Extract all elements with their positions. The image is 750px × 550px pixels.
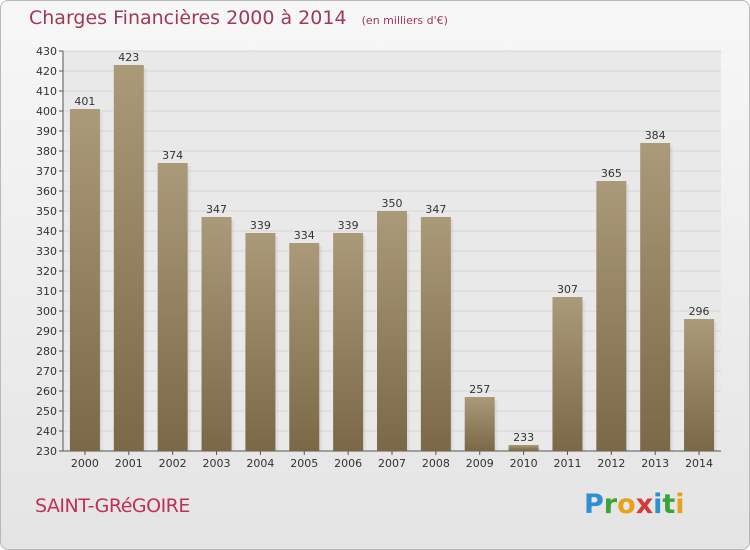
y-tick-label: 360 xyxy=(36,185,57,198)
bar-2008 xyxy=(420,217,451,451)
logo-letter: P xyxy=(584,489,604,520)
y-tick-label: 380 xyxy=(36,145,57,158)
x-tick-label: 2012 xyxy=(597,457,625,470)
title-main: Charges Financières 2000 à 2014 xyxy=(29,7,347,29)
bar-value-label: 347 xyxy=(425,203,446,216)
bar-shadow xyxy=(626,184,631,451)
chart-title: Charges Financières 2000 à 2014 (en mill… xyxy=(29,7,448,29)
bar-value-label: 384 xyxy=(645,129,666,142)
bar-shadow xyxy=(714,322,719,451)
bar-2006 xyxy=(333,233,364,451)
bar-shadow xyxy=(363,236,368,451)
x-tick-label: 2006 xyxy=(334,457,362,470)
y-tick-label: 240 xyxy=(36,425,57,438)
y-tick-label: 350 xyxy=(36,205,57,218)
x-tick-label: 2004 xyxy=(246,457,274,470)
x-tick-label: 2002 xyxy=(159,457,187,470)
bar-2005 xyxy=(289,243,320,451)
y-tick-label: 400 xyxy=(36,105,57,118)
logo-letter: o xyxy=(617,489,636,520)
title-unit: (en milliers d'€) xyxy=(361,14,448,27)
bar-2010 xyxy=(508,445,539,451)
bar-value-label: 233 xyxy=(513,431,534,444)
bar-value-label: 334 xyxy=(294,229,315,242)
logo-letter: x xyxy=(635,489,654,520)
x-tick-label: 2014 xyxy=(685,457,713,470)
bar-value-label: 339 xyxy=(250,219,271,232)
x-tick-label: 2009 xyxy=(466,457,494,470)
y-tick-label: 330 xyxy=(36,245,57,258)
y-tick-label: 370 xyxy=(36,165,57,178)
bar-2001 xyxy=(113,65,144,451)
x-tick-label: 2000 xyxy=(71,457,99,470)
bar-value-label: 365 xyxy=(601,167,622,180)
bar-shadow xyxy=(450,220,455,451)
y-tick-label: 430 xyxy=(36,45,57,58)
bar-shadow xyxy=(407,214,411,451)
x-tick-label: 2008 xyxy=(422,457,450,470)
bar-shadow xyxy=(231,220,236,451)
logo-letter: i xyxy=(675,489,685,520)
bar-shadow xyxy=(538,448,543,451)
bar-shadow xyxy=(670,146,675,451)
bar-shadow xyxy=(319,246,324,451)
logo-letter: r xyxy=(603,489,618,520)
bar-value-label: 423 xyxy=(118,51,139,64)
bar-value-label: 339 xyxy=(338,219,359,232)
y-tick-label: 250 xyxy=(36,405,57,418)
bar-2003 xyxy=(201,217,232,451)
bar-2011 xyxy=(552,297,583,451)
bar-shadow xyxy=(582,300,587,451)
bar-shadow xyxy=(99,112,104,451)
y-tick-label: 390 xyxy=(36,125,57,138)
city-name: SAINT-GRéGOIRE xyxy=(35,495,190,517)
x-tick-label: 2007 xyxy=(378,457,406,470)
bar-shadow xyxy=(494,400,499,451)
bar-value-label: 257 xyxy=(469,383,490,396)
x-tick-label: 2010 xyxy=(510,457,538,470)
bar-2013 xyxy=(640,143,671,451)
proxiti-logo: Proxiti xyxy=(584,489,685,520)
bar-shadow xyxy=(275,236,280,451)
bar-value-label: 401 xyxy=(74,95,95,108)
y-tick-label: 260 xyxy=(36,385,57,398)
y-tick-label: 270 xyxy=(36,365,57,378)
y-tick-label: 340 xyxy=(36,225,57,238)
y-tick-label: 290 xyxy=(36,325,57,338)
bar-2014 xyxy=(684,319,715,451)
x-tick-label: 2003 xyxy=(203,457,231,470)
bar-2002 xyxy=(157,163,188,451)
x-tick-label: 2011 xyxy=(553,457,581,470)
bar-value-label: 296 xyxy=(689,305,710,318)
y-tick-label: 410 xyxy=(36,85,57,98)
bar-value-label: 307 xyxy=(557,283,578,296)
y-tick-label: 280 xyxy=(36,345,57,358)
y-tick-label: 230 xyxy=(36,445,57,458)
bar-2000 xyxy=(69,109,100,451)
bar-2007 xyxy=(377,211,407,451)
bar-2012 xyxy=(596,181,627,451)
logo-letter: i xyxy=(653,489,663,520)
y-tick-label: 420 xyxy=(36,65,57,78)
bar-shadow xyxy=(187,166,192,451)
bar-value-label: 350 xyxy=(382,197,403,210)
bar-2009 xyxy=(464,397,495,451)
x-tick-label: 2013 xyxy=(641,457,669,470)
logo-letter: t xyxy=(662,489,676,520)
bar-shadow xyxy=(143,68,148,451)
y-tick-label: 320 xyxy=(36,265,57,278)
bar-value-label: 374 xyxy=(162,149,183,162)
bar-value-label: 347 xyxy=(206,203,227,216)
y-tick-label: 300 xyxy=(36,305,57,318)
x-tick-label: 2001 xyxy=(115,457,143,470)
x-tick-label: 2005 xyxy=(290,457,318,470)
y-tick-label: 310 xyxy=(36,285,57,298)
bar-2004 xyxy=(245,233,276,451)
